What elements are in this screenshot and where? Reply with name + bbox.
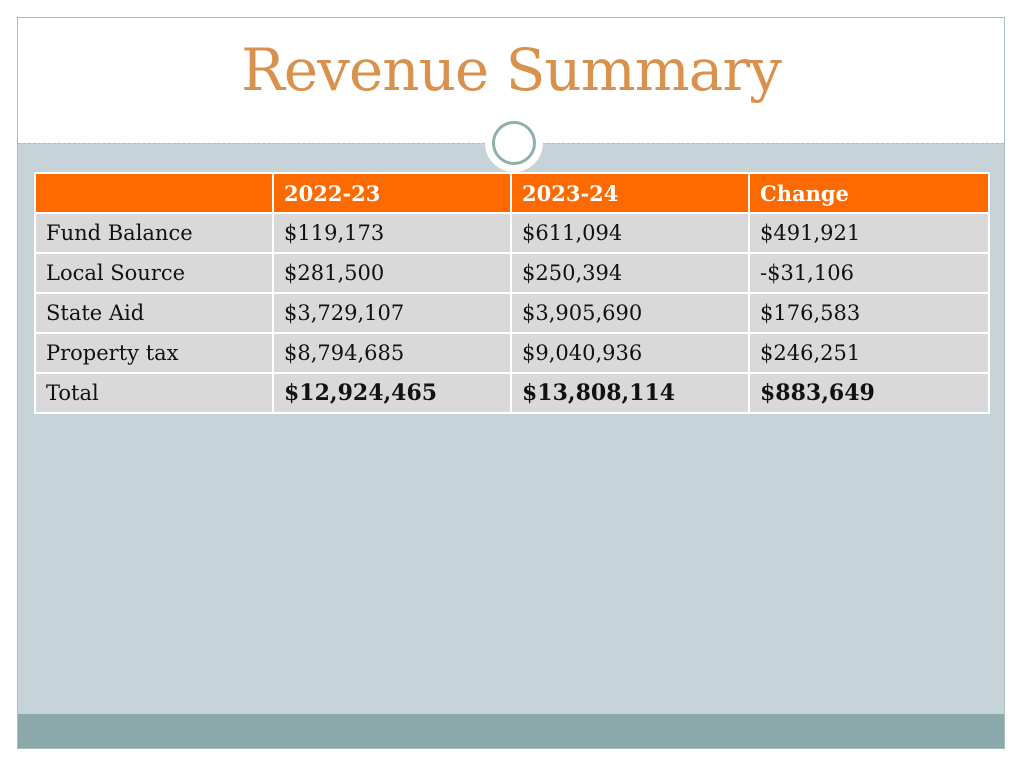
row-label: Property tax <box>34 332 274 374</box>
revenue-table: 2022-23 2023-24 Change Fund Balance $119… <box>34 172 990 414</box>
row-label: Fund Balance <box>34 212 274 254</box>
cell-change: $491,921 <box>748 212 990 254</box>
cell-2022-23: $8,794,685 <box>272 332 512 374</box>
cell-2023-24: $611,094 <box>510 212 750 254</box>
cell-change: $176,583 <box>748 292 990 334</box>
cell-change: $246,251 <box>748 332 990 374</box>
cell-2023-24: $3,905,690 <box>510 292 750 334</box>
table-row: Fund Balance $119,173 $611,094 $491,921 <box>34 212 990 254</box>
table-total-row: Total $12,924,465 $13,808,114 $883,649 <box>34 372 990 414</box>
table-row: Local Source $281,500 $250,394 -$31,106 <box>34 252 990 294</box>
table-row: State Aid $3,729,107 $3,905,690 $176,583 <box>34 292 990 334</box>
cell-2022-23: $3,729,107 <box>272 292 512 334</box>
table-header-row: 2022-23 2023-24 Change <box>34 172 990 214</box>
cell-2022-23: $119,173 <box>272 212 512 254</box>
footer-bar <box>18 714 1004 748</box>
header-cell-2022-23: 2022-23 <box>272 172 512 214</box>
table-row: Property tax $8,794,685 $9,040,936 $246,… <box>34 332 990 374</box>
cell-change-negative: -$31,106 <box>748 252 990 294</box>
cell-2023-24: $9,040,936 <box>510 332 750 374</box>
row-label: Local Source <box>34 252 274 294</box>
header-cell-blank <box>34 172 274 214</box>
total-change: $883,649 <box>748 372 990 414</box>
slide-title: Revenue Summary <box>241 36 782 104</box>
circle-ornament-icon <box>485 114 543 172</box>
header-cell-change: Change <box>748 172 990 214</box>
total-2023-24: $13,808,114 <box>510 372 750 414</box>
total-2022-23: $12,924,465 <box>272 372 512 414</box>
cell-2022-23: $281,500 <box>272 252 512 294</box>
ornament-ring <box>492 121 536 165</box>
total-label: Total <box>34 372 274 414</box>
cell-2023-24: $250,394 <box>510 252 750 294</box>
slide: Revenue Summary 2022-23 2023-24 Change F… <box>17 17 1005 749</box>
row-label: State Aid <box>34 292 274 334</box>
header-cell-2023-24: 2023-24 <box>510 172 750 214</box>
